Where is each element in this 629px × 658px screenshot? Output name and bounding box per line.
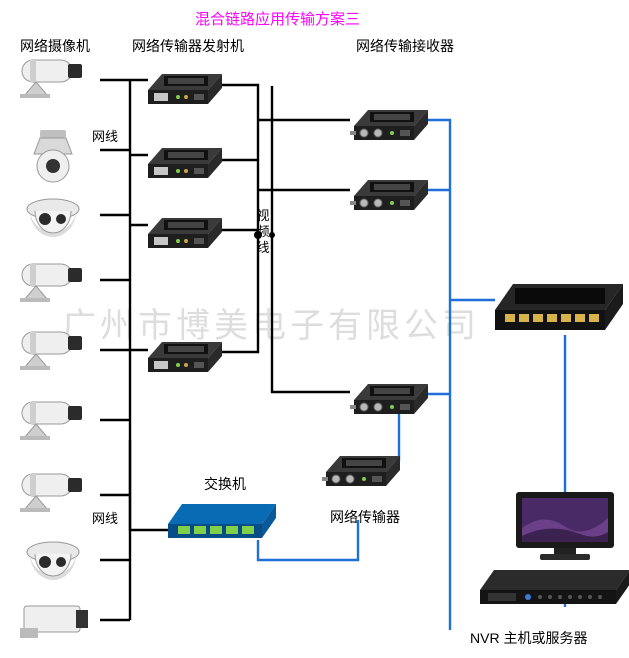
camera-7 [18,470,96,521]
transmitter-icon [148,136,222,180]
tx-unit-4 [148,330,222,379]
tx-unit-2 [148,136,222,185]
tx-unit-3 [148,206,222,255]
transmitter-icon [148,62,222,106]
label-nvr: NVR 主机或服务器 [470,628,587,648]
camera-3 [18,195,88,256]
label-switch: 交换机 [204,474,246,494]
camera-1 [18,56,96,107]
transmitter-icon [148,206,222,250]
camera-icon [18,538,88,594]
camera-icon [18,128,88,184]
camera-2 [18,128,88,189]
transmitter-icon [148,330,222,374]
switch-icon [168,494,276,540]
hub-icon [495,270,623,334]
camera-8 [18,538,88,599]
label-camera-column: 网络摄像机 [20,36,90,56]
nvr-recorder [480,556,629,611]
camera-icon [18,195,88,251]
receiver-icon [350,168,428,212]
receiver-icon [322,444,400,488]
camera-icon [18,470,96,516]
camera-6 [18,398,96,449]
label-video-cable: 视频线 [256,208,270,256]
receiver-icon [350,372,428,416]
watermark-text: 广州市博美电子有限公司 [62,298,480,347]
rx-unit-3 [350,372,428,421]
aggregation-hub [495,270,623,339]
camera-5 [18,328,96,379]
receiver-icon [350,98,428,142]
camera-icon [18,328,96,374]
rx-unit-1 [350,98,428,147]
network-switch [168,494,276,545]
label-net-transmitter: 网络传输器 [330,507,400,527]
camera-icon [18,260,96,306]
rx-unit-2 [350,168,428,217]
camera-icon [18,56,96,102]
diagram-title: 混合链路应用传输方案三 [195,8,360,29]
label-tx-column: 网络传输器发射机 [132,36,244,56]
rx-unit-4 [322,444,400,493]
label-rx-column: 网络传输接收器 [356,36,454,56]
camera-4 [18,260,96,311]
camera-9 [18,598,94,647]
label-lan-cable-1: 网线 [92,126,118,145]
nvr-icon [480,556,629,606]
tx-unit-1 [148,62,222,111]
monitor-icon [510,488,620,564]
camera-icon [18,398,96,444]
camera-icon [18,598,94,642]
